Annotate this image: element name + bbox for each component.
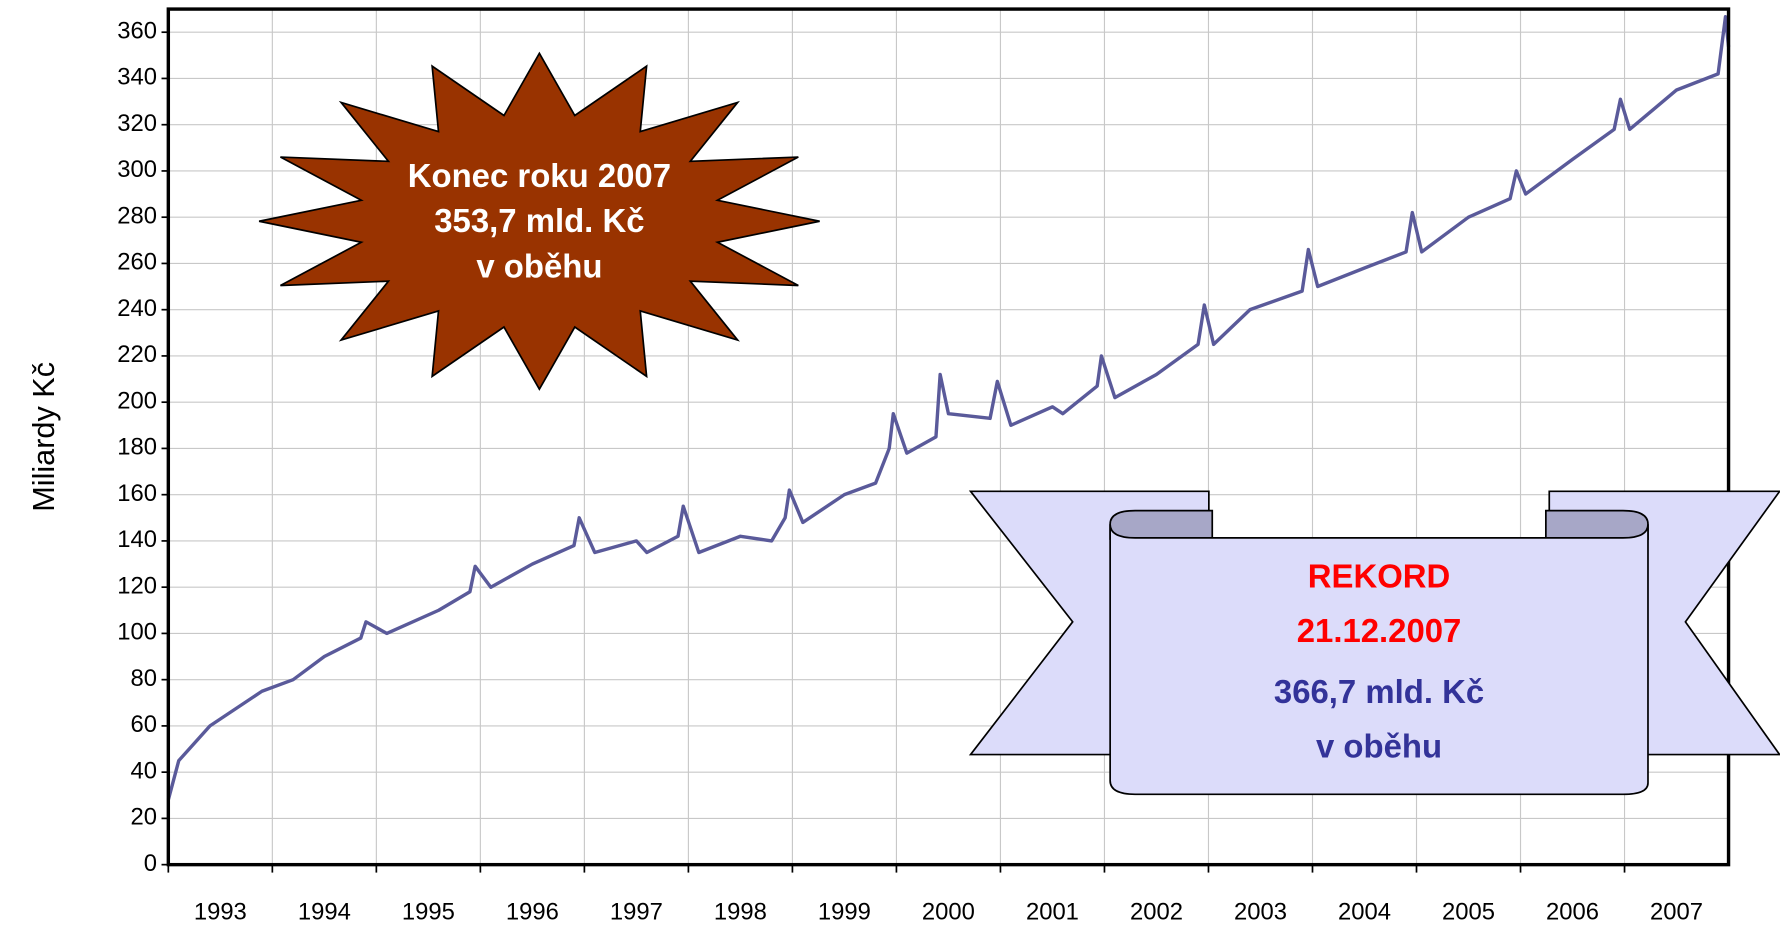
- annotation-line: 353,7 mld. Kč: [434, 202, 644, 239]
- y-tick-label: 100: [117, 619, 157, 646]
- y-tick-label: 260: [117, 249, 157, 276]
- y-tick-label: 80: [130, 665, 156, 692]
- y-tick-label: 0: [144, 850, 157, 877]
- y-tick-label: 140: [117, 526, 157, 553]
- annotation-line: Konec roku 2007: [408, 157, 671, 194]
- x-tick-label: 2005: [1442, 899, 1495, 926]
- x-tick-label: 1997: [610, 899, 663, 926]
- x-tick-label: 2000: [922, 899, 975, 926]
- x-tick-label: 2007: [1650, 899, 1703, 926]
- y-tick-label: 320: [117, 110, 157, 137]
- y-tick-label: 180: [117, 434, 157, 461]
- y-tick-label: 220: [117, 341, 157, 368]
- y-axis-label: Miliardy Kč: [27, 362, 61, 512]
- y-tick-label: 340: [117, 64, 157, 91]
- y-tick-label: 40: [130, 757, 156, 784]
- annotation-line: v oběhu: [476, 248, 602, 285]
- x-tick-label: 2001: [1026, 899, 1079, 926]
- page: Miliardy Kč Konec roku 2007 353,7 mld. K…: [0, 0, 1780, 935]
- y-tick-label: 160: [117, 480, 157, 507]
- x-tick-label: 1995: [402, 899, 455, 926]
- x-tick-label: 2006: [1546, 899, 1599, 926]
- chart: Miliardy Kč Konec roku 2007 353,7 mld. K…: [0, 0, 1780, 935]
- x-tick-label: 2003: [1234, 899, 1287, 926]
- x-tick-label: 1999: [818, 899, 871, 926]
- y-tick-label: 300: [117, 156, 157, 183]
- x-tick-label: 1994: [298, 899, 351, 926]
- y-tick-label: 60: [130, 711, 156, 738]
- banner-fold: [1546, 511, 1648, 539]
- x-tick-label: 1998: [714, 899, 767, 926]
- annotation-line: v oběhu: [1316, 728, 1442, 765]
- banner-fold: [1110, 511, 1212, 539]
- annotation-line: REKORD: [1308, 557, 1451, 594]
- y-tick-label: 240: [117, 295, 157, 322]
- x-tick-label: 2004: [1338, 899, 1391, 926]
- x-tick-label: 1993: [194, 899, 247, 926]
- y-tick-label: 360: [117, 17, 157, 44]
- y-tick-label: 280: [117, 202, 157, 229]
- annotation-line: 366,7 mld. Kč: [1274, 673, 1484, 710]
- x-tick-label: 1996: [506, 899, 559, 926]
- x-tick-label: 2002: [1130, 899, 1183, 926]
- annotation-line: 21.12.2007: [1297, 612, 1462, 649]
- y-tick-label: 120: [117, 572, 157, 599]
- y-tick-label: 20: [130, 804, 156, 831]
- y-tick-label: 200: [117, 387, 157, 414]
